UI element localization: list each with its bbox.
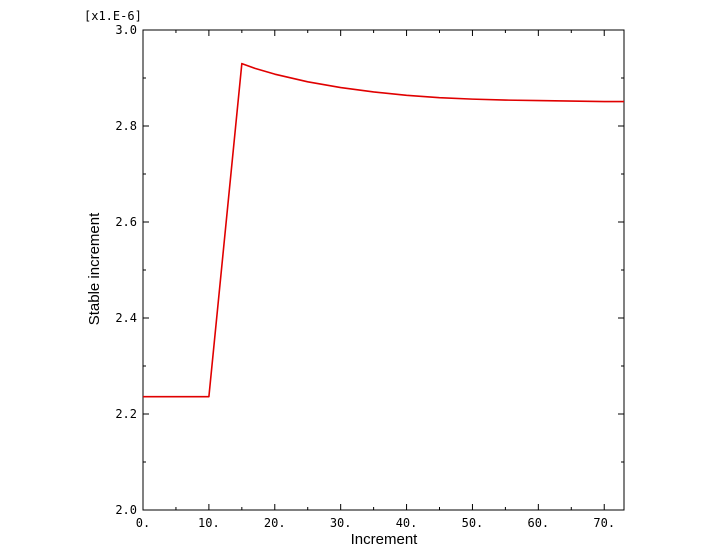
y-tick-label: 2.6 bbox=[115, 215, 137, 229]
x-axis-title: Increment bbox=[351, 531, 419, 548]
x-tick-label: 70. bbox=[593, 516, 615, 530]
y-multiplier-label: [x1.E-6] bbox=[84, 9, 142, 23]
y-tick-labels: 2.0 2.2 2.4 2.6 2.8 3.0 bbox=[115, 23, 137, 517]
x-tick-labels: 0. 10. 20. 30. 40. 50. 60. 70. bbox=[136, 516, 615, 530]
series-group bbox=[143, 62, 624, 398]
y-tick-label: 2.8 bbox=[115, 119, 137, 133]
y-tick-label: 2.4 bbox=[115, 311, 137, 325]
tick-marks bbox=[142, 29, 624, 511]
y-axis-title: Stable increment bbox=[86, 212, 103, 325]
x-tick-label: 20. bbox=[264, 516, 286, 530]
x-tick-label: 60. bbox=[527, 516, 549, 530]
x-tick-label: 30. bbox=[330, 516, 352, 530]
x-tick-label: 50. bbox=[462, 516, 484, 530]
x-tick-label: 0. bbox=[136, 516, 150, 530]
series-line bbox=[143, 62, 624, 398]
x-tick-label: 40. bbox=[396, 516, 418, 530]
plot-frame bbox=[142, 29, 625, 511]
y-tick-label: 3.0 bbox=[115, 23, 137, 37]
y-tick-label: 2.0 bbox=[115, 503, 137, 517]
y-tick-label: 2.2 bbox=[115, 407, 137, 421]
x-tick-label: 10. bbox=[198, 516, 220, 530]
